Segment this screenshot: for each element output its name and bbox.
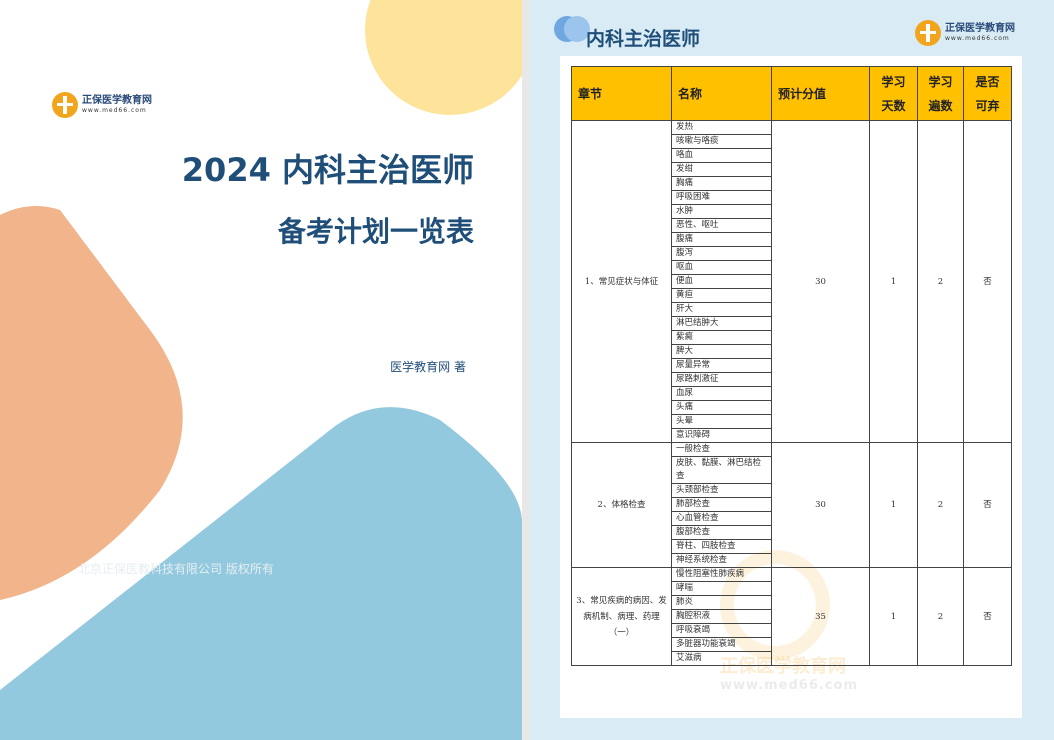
table-header-row: 章节 名称 预计分值 学习天数 学习遍数 是否可弃 (571, 66, 1012, 121)
header-weeks-l1: 学习 (928, 74, 953, 89)
logo-url: www.med66.com (82, 107, 147, 114)
item-name-cell: 尿量异常 (671, 358, 772, 373)
skip-cell: 否 (963, 120, 1012, 443)
chapter-cell: 1、常见症状与体征 (571, 120, 672, 443)
header-weeks-l2: 遍数 (928, 98, 953, 113)
cover-page: 正保医学教育网 www.med66.com 2024 内科主治医师 备考计划一览表… (0, 0, 522, 740)
header-skip: 是否 可弃 (963, 66, 1012, 121)
score-cell: 30 (771, 442, 870, 568)
weeks-cell: 2 (917, 442, 964, 568)
cover-author: 医学教育网 著 (390, 360, 466, 374)
weeks-cell: 2 (917, 120, 964, 443)
item-name-cell: 慢性阻塞性肺疾病 (671, 567, 772, 582)
item-name-cell: 血尿 (671, 386, 772, 401)
item-name-cell: 黄疸 (671, 288, 772, 303)
header-skip-l2: 可弃 (975, 98, 1000, 113)
item-name-cell: 头颈部检查 (671, 483, 772, 498)
cover-decoration (0, 0, 522, 740)
header-days-l2: 天数 (881, 98, 906, 113)
item-name-cell: 神经系统检查 (671, 553, 772, 568)
score-cell: 35 (771, 567, 870, 666)
cover-subtitle: 备考计划一览表 (277, 215, 474, 248)
logo-icon (915, 20, 941, 46)
item-name-cell: 咯血 (671, 148, 772, 163)
logo-brand: 正保医学教育网 (945, 23, 1015, 34)
logo-brand: 正保医学教育网 (82, 95, 152, 106)
item-name-cell: 头晕 (671, 414, 772, 429)
item-name-cell: 头痛 (671, 400, 772, 415)
item-name-cell: 水肿 (671, 204, 772, 219)
item-name-cell: 呕血 (671, 260, 772, 275)
days-cell: 1 (869, 120, 918, 443)
item-name-cell: 一般检查 (671, 442, 772, 457)
table-row: 2、体格检查 一般检查 30 1 2 否 (571, 442, 1012, 568)
item-name-cell: 呼吸衰竭 (671, 623, 772, 638)
header-days: 学习 天数 (869, 66, 918, 121)
study-plan-table: 章节 名称 预计分值 学习 天数 学习 遍数 是否 可弃 1、常见症状与体征 发热 30 1… (571, 66, 1012, 666)
cover-copyright: 北京正保医教科技有限公司 版权所有 (78, 562, 274, 576)
logo-url: www.med66.com (945, 35, 1010, 42)
moon-icon-overlay (564, 16, 590, 42)
header-name: 名称 (671, 66, 772, 121)
header-days-l1: 学习 (881, 74, 906, 89)
item-name-cell: 腹部检查 (671, 525, 772, 540)
item-name-cell: 呼吸困难 (671, 190, 772, 205)
item-name-cell: 发绀 (671, 162, 772, 177)
item-name-cell: 肝大 (671, 302, 772, 317)
item-name-cell: 肺炎 (671, 595, 772, 610)
table-row: 艾滋病 (572, 651, 1012, 666)
chapter-cell: 3、常见疾病的病因、发病机制、病理、药理（一） (571, 567, 672, 666)
item-name-cell: 脊柱、四肢检查 (671, 539, 772, 554)
header-score: 预计分值 (771, 66, 870, 121)
item-name-cell: 腹泻 (671, 246, 772, 261)
item-name-cell: 尿路刺激征 (671, 372, 772, 387)
watermark-url: www.med66.com (720, 678, 859, 693)
item-name-cell: 发热 (671, 120, 772, 135)
header-skip-l1: 是否 (975, 74, 1000, 89)
skip-cell: 否 (963, 567, 1012, 666)
item-name-cell: 皮肤、黏膜、淋巴结检查 (671, 456, 772, 484)
item-name-cell: 淋巴结肿大 (671, 316, 772, 331)
weeks-cell: 2 (917, 567, 964, 666)
item-name-cell: 腹痛 (671, 232, 772, 247)
days-cell: 1 (869, 442, 918, 568)
table-row: 皮肤、黏膜、淋巴结检查 (572, 456, 1012, 484)
item-name-cell: 脾大 (671, 344, 772, 359)
header-chapter: 章节 (571, 66, 672, 121)
table-row: 意识障碍 (572, 428, 1012, 443)
item-name-cell: 哮喘 (671, 581, 772, 596)
item-name-cell: 多脏器功能衰竭 (671, 637, 772, 652)
item-name-cell: 艾滋病 (671, 651, 772, 666)
item-name-cell: 胸痛 (671, 176, 772, 191)
plan-title: 内科主治医师 (586, 28, 701, 50)
brand-logo: 正保医学教育网 www.med66.com (52, 92, 152, 118)
item-name-cell: 便血 (671, 274, 772, 289)
item-name-cell: 心血管检查 (671, 511, 772, 526)
table-row: 3、常见疾病的病因、发病机制、病理、药理（一） 慢性阻塞性肺疾病 35 1 2 否 (571, 567, 1012, 666)
item-name-cell: 咳嗽与咯痰 (671, 134, 772, 149)
item-name-cell: 胸腔积液 (671, 609, 772, 624)
brand-logo: 正保医学教育网 www.med66.com (915, 20, 1015, 46)
days-cell: 1 (869, 567, 918, 666)
item-name-cell: 紫癜 (671, 330, 772, 345)
cover-title: 2024 内科主治医师 (181, 151, 474, 189)
item-name-cell: 意识障碍 (671, 428, 772, 443)
header-weeks: 学习 遍数 (917, 66, 964, 121)
table-row: 1、常见症状与体征 发热 30 1 2 否 (571, 120, 1012, 443)
item-name-cell: 肺部检查 (671, 497, 772, 512)
chapter-cell: 2、体格检查 (571, 442, 672, 568)
skip-cell: 否 (963, 442, 1012, 568)
score-cell: 30 (771, 120, 870, 443)
item-name-cell: 恶性、呕吐 (671, 218, 772, 233)
logo-icon (52, 92, 78, 118)
plan-page: 内科主治医师 正保医学教育网 www.med66.com 正保医学教育网 www.… (530, 0, 1054, 740)
